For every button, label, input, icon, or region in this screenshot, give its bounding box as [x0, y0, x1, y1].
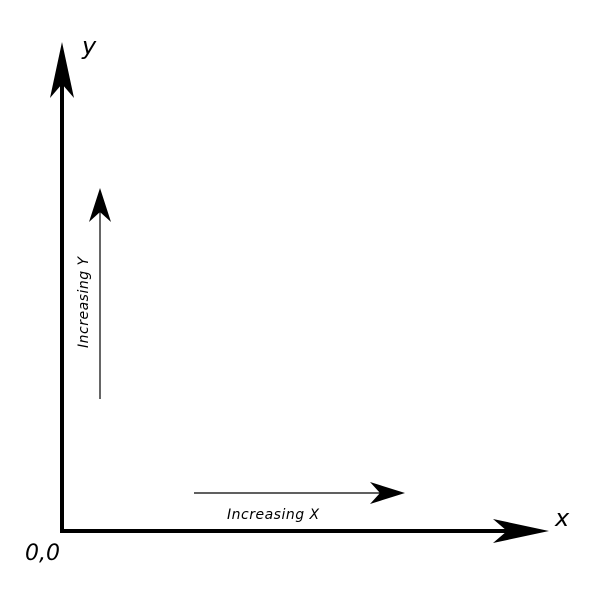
- increasing-x-arrowhead: [370, 482, 405, 504]
- increasing-y-arrow: [89, 188, 111, 399]
- y-axis-label: y: [81, 32, 97, 60]
- increasing-y-label: Increasing Y: [76, 255, 92, 348]
- y-axis-arrowhead: [50, 42, 74, 98]
- x-axis-label: x: [554, 504, 570, 532]
- x-axis-arrowhead: [493, 519, 549, 543]
- increasing-x-label: Increasing X: [227, 507, 320, 523]
- y-axis: [50, 42, 74, 531]
- origin-label: 0,0: [25, 541, 60, 566]
- increasing-y-arrowhead: [89, 188, 111, 222]
- increasing-x-arrow: [194, 482, 405, 504]
- x-axis: [60, 519, 549, 543]
